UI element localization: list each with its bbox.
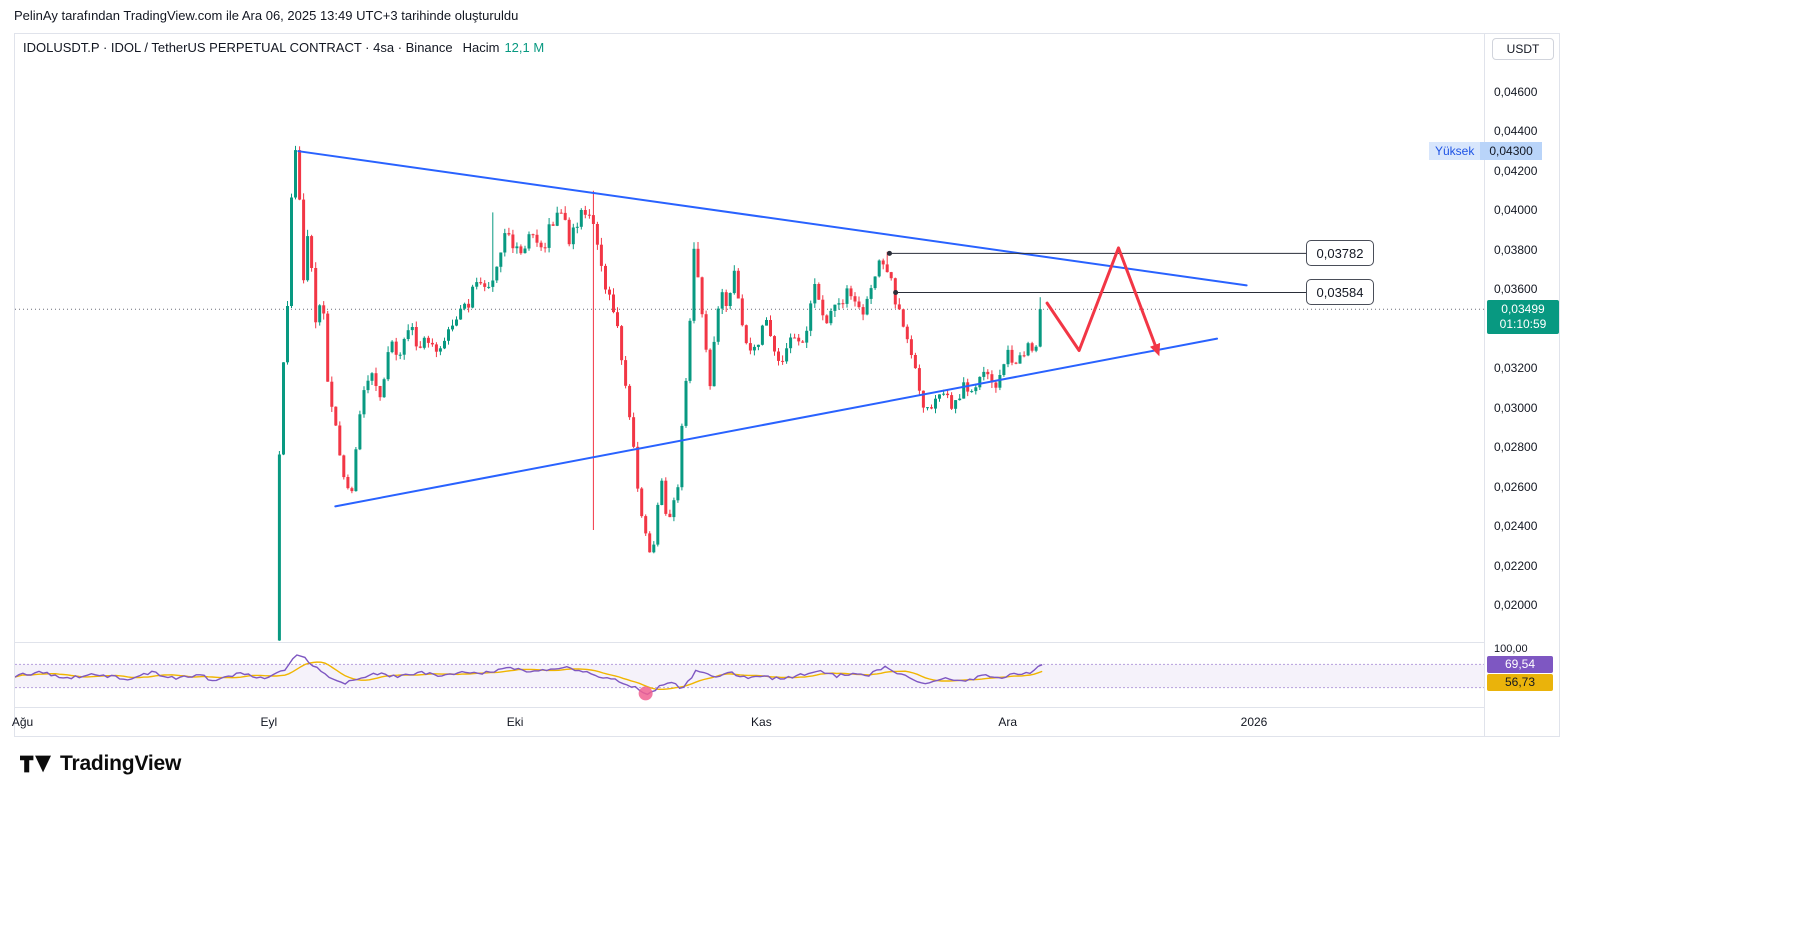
time-tick: 2026 bbox=[1240, 715, 1268, 729]
rsi-oversold-marker[interactable] bbox=[638, 686, 653, 701]
price-tick: 0,03600 bbox=[1494, 282, 1538, 297]
time-axis[interactable]: Ağu Eyl Eki Kas Ara 2026 bbox=[11, 707, 1484, 736]
price-tick: 0,04400 bbox=[1494, 124, 1538, 139]
chart-widget: IDOLUSDT.P · IDOL / TetherUS PERPETUAL C… bbox=[11, 33, 1561, 737]
price-tick: 0,03800 bbox=[1494, 242, 1538, 257]
pane-separator-rsi-time bbox=[15, 707, 1484, 708]
tradingview-logo[interactable]: TradingView bbox=[20, 752, 181, 776]
candlestick-series bbox=[277, 145, 1042, 641]
tradingview-logo-text: TradingView bbox=[60, 752, 182, 775]
rsi-line bbox=[15, 654, 1043, 696]
bar-countdown: 01:10:59 bbox=[1499, 317, 1547, 332]
projection-arrow[interactable] bbox=[1045, 246, 1161, 357]
last-price-badge: 0,03499 01:10:59 bbox=[1487, 300, 1559, 335]
time-tick: Eki bbox=[506, 715, 524, 729]
high-label-value: 0,04300 bbox=[1480, 142, 1542, 161]
rsi-value-badge: 69,54 bbox=[1487, 655, 1553, 673]
rsi-pane bbox=[15, 654, 1484, 701]
attribution-text: PelinAy tarafından TradingView.com ile A… bbox=[14, 8, 519, 23]
price-tick: 0,02400 bbox=[1494, 519, 1538, 534]
volume-label: Hacim bbox=[462, 40, 500, 55]
price-level-anchor[interactable] bbox=[886, 250, 892, 256]
price-tick: 0,02200 bbox=[1494, 558, 1538, 573]
currency-toggle-button[interactable]: USDT bbox=[1492, 38, 1554, 60]
chart-legend: IDOLUSDT.P · IDOL / TetherUS PERPETUAL C… bbox=[23, 40, 544, 55]
price-axis-separator bbox=[1484, 34, 1485, 736]
price-level-label[interactable]: 0,03782 bbox=[1306, 240, 1374, 267]
time-tick: Eyl bbox=[260, 715, 278, 729]
price-level-anchor[interactable] bbox=[893, 289, 899, 295]
trendline-upper[interactable] bbox=[297, 150, 1248, 287]
last-price-value: 0,03499 bbox=[1501, 302, 1545, 317]
price-tick: 0,03200 bbox=[1494, 361, 1538, 376]
price-axis[interactable]: 0,04600 0,04400 0,04200 0,04000 0,03800 0,036… bbox=[1484, 34, 1561, 707]
high-label-text: Yüksek bbox=[1429, 142, 1481, 161]
price-tick: 0,04000 bbox=[1494, 203, 1538, 218]
trendline-lower[interactable] bbox=[334, 337, 1219, 508]
time-tick: Kas bbox=[751, 715, 772, 729]
tradingview-logo-icon bbox=[20, 753, 51, 775]
price-tick: 0,02800 bbox=[1494, 440, 1538, 455]
chart-canvas[interactable] bbox=[15, 34, 1561, 736]
rsi-ma-value-badge: 56,73 bbox=[1487, 673, 1553, 691]
volume-value: 12,1 M bbox=[504, 40, 545, 55]
price-tick: 0,04200 bbox=[1494, 163, 1538, 178]
price-level-label[interactable]: 0,03584 bbox=[1306, 279, 1374, 306]
pane-separator-main-rsi[interactable] bbox=[15, 642, 1484, 643]
symbol-title: IDOLUSDT.P · IDOL / TetherUS PERPETUAL C… bbox=[23, 40, 453, 55]
rsi-scale-top-tick: 100,00 bbox=[1494, 643, 1528, 655]
time-tick: Ara bbox=[998, 715, 1018, 729]
time-tick: Ağu bbox=[11, 715, 34, 729]
session-high-label: Yüksek 0,04300 bbox=[1429, 142, 1542, 161]
price-tick: 0,03000 bbox=[1494, 400, 1538, 415]
price-tick: 0,04600 bbox=[1494, 85, 1538, 99]
price-tick: 0,02000 bbox=[1494, 598, 1538, 612]
price-tick: 0,02600 bbox=[1494, 479, 1538, 494]
